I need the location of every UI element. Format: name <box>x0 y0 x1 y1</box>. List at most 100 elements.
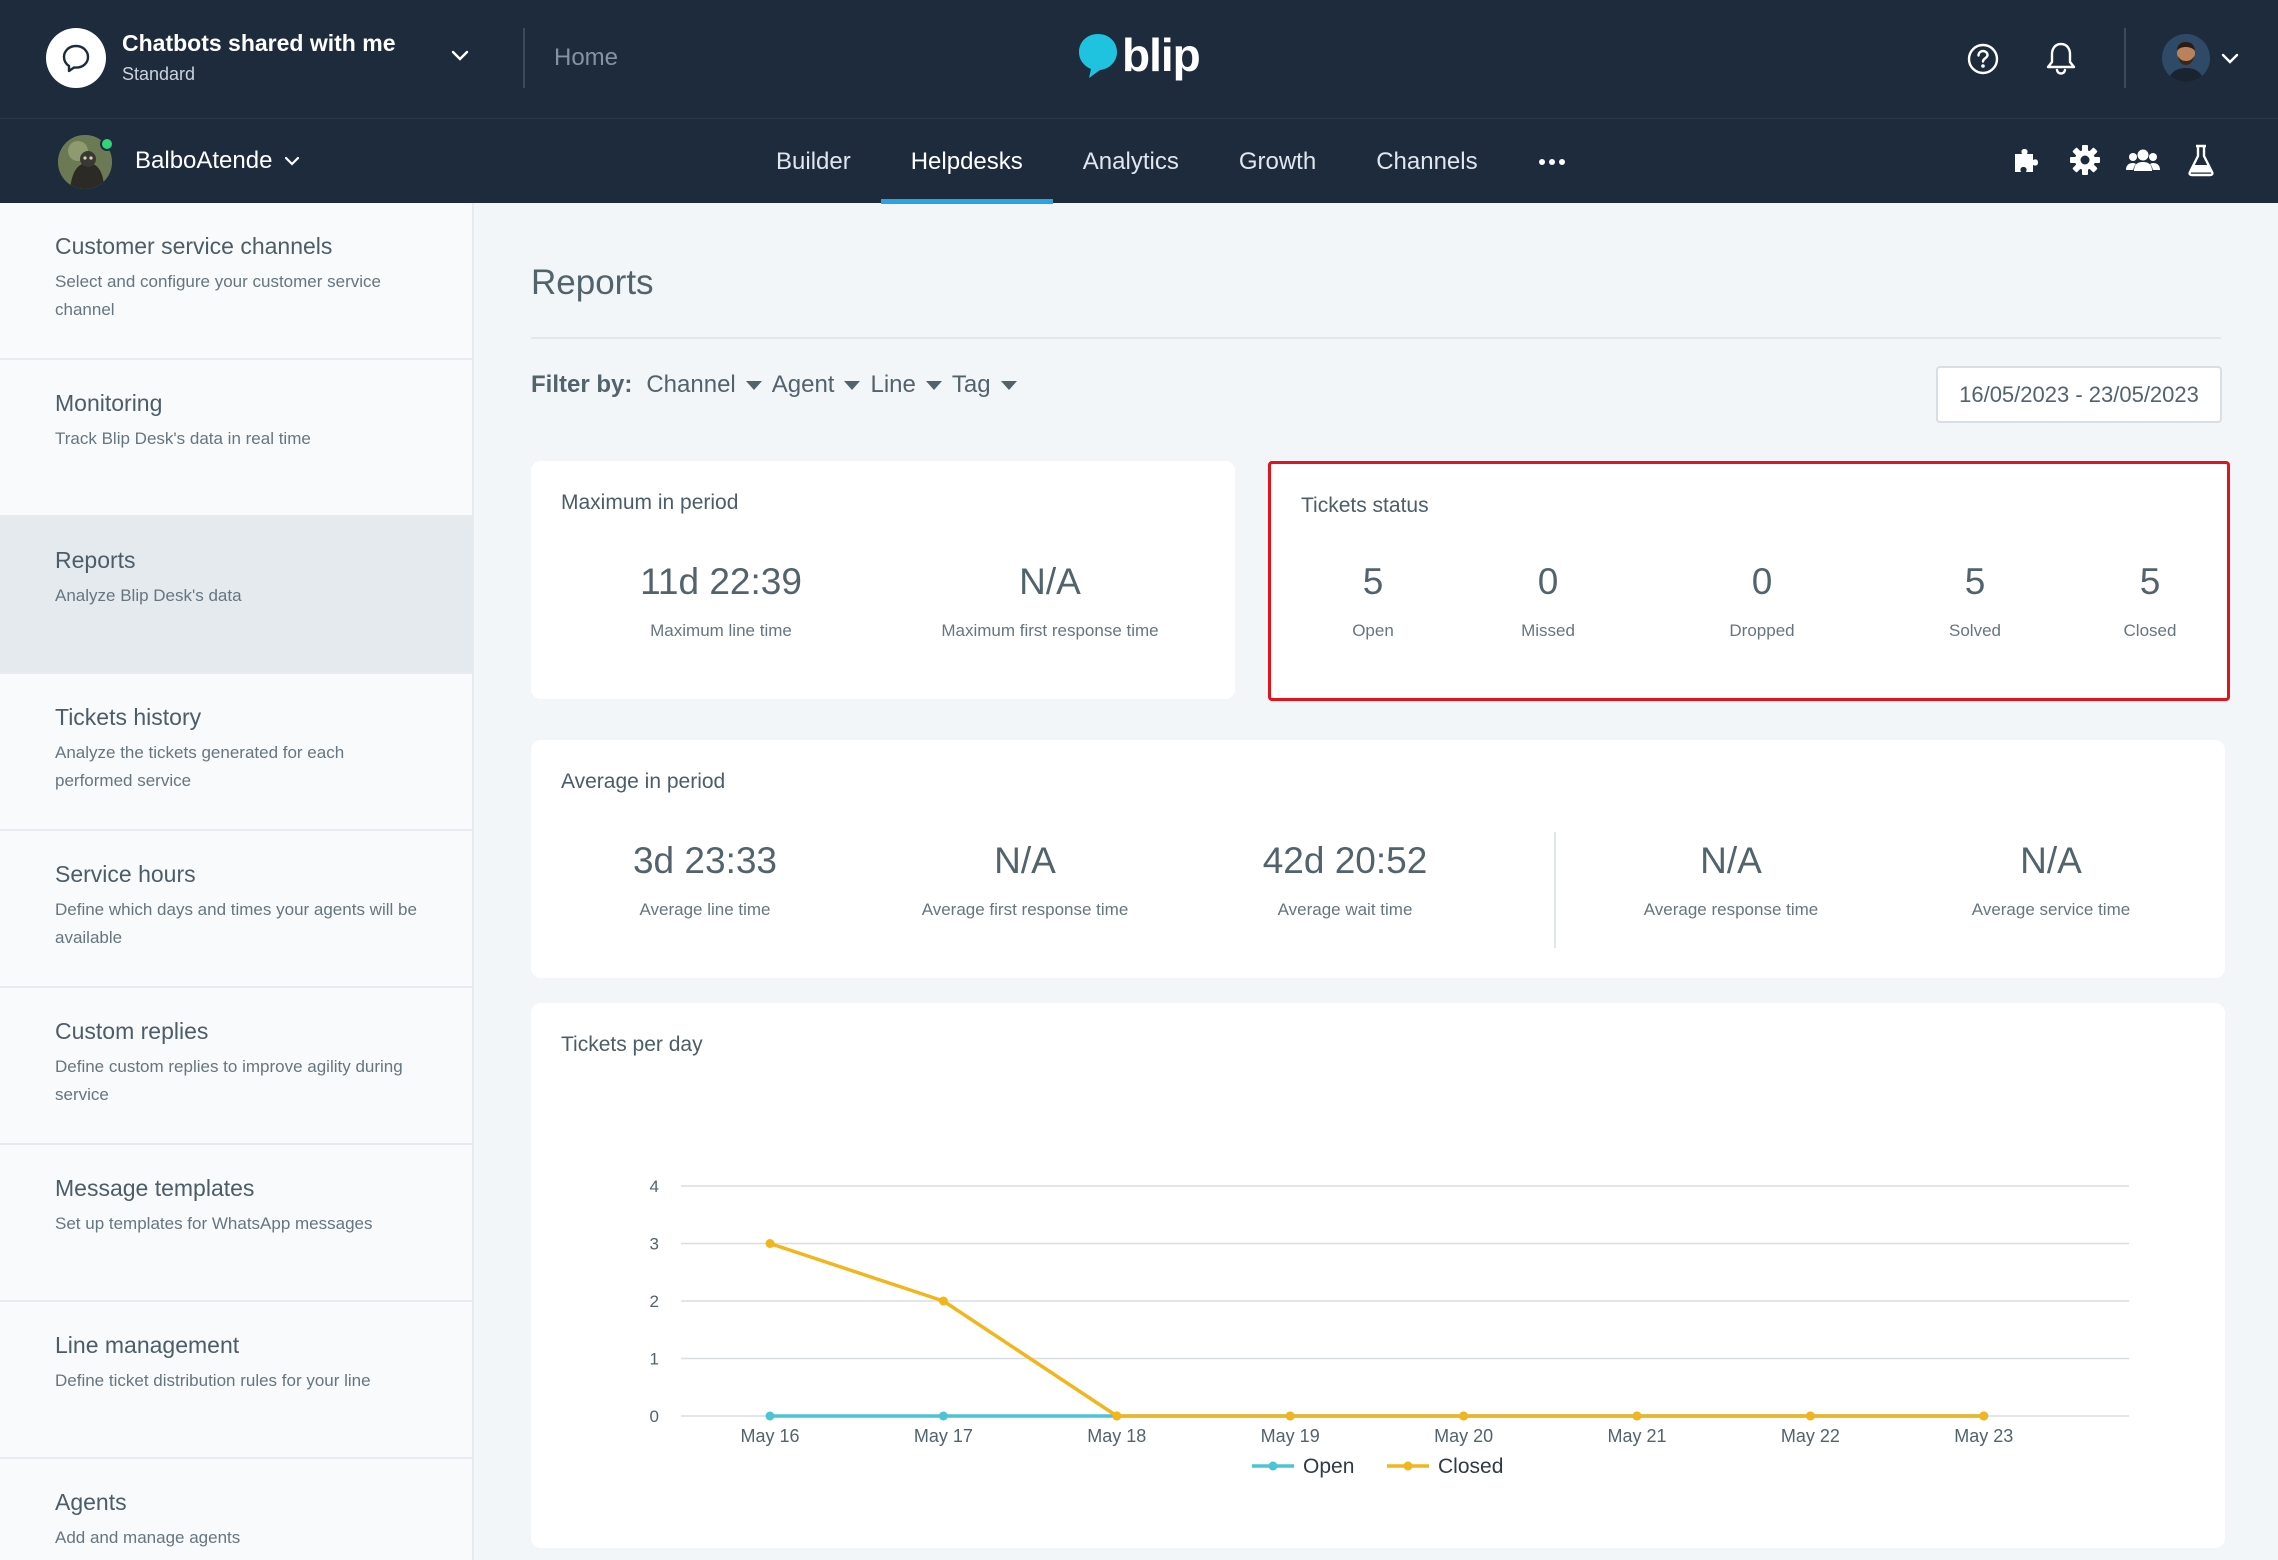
filter-channel-label: Channel <box>646 371 736 398</box>
main-content: Reports Filter by: Channel Agent Line Ta… <box>474 203 2278 1560</box>
user-photo-icon <box>2162 34 2210 82</box>
caret-down-icon <box>1000 380 1017 390</box>
metric-label: Open <box>1352 621 1394 640</box>
x-tick-label: May 16 <box>740 1426 799 1446</box>
sidebar-item-custom-replies[interactable]: Custom replies Define custom replies to … <box>0 988 472 1145</box>
gear-icon[interactable] <box>2068 143 2102 177</box>
metric-open: 5 Open <box>1298 561 1448 641</box>
sidebar-item-desc: Analyze Blip Desk's data <box>55 586 242 605</box>
metric-value: 5 <box>1362 561 1384 602</box>
metric-value: N/A <box>994 840 1056 881</box>
data-point-closed <box>1285 1411 1295 1421</box>
bell-icon[interactable] <box>2044 40 2078 76</box>
data-point-closed <box>1805 1411 1815 1421</box>
caret-down-icon <box>844 380 861 390</box>
x-tick-label: May 19 <box>1261 1426 1320 1446</box>
sidebar-item-title: Customer service channels <box>55 233 333 259</box>
metric-label: Solved <box>1949 621 2001 640</box>
top-bar: Chatbots shared with me Standard Home bl… <box>0 0 2278 118</box>
tickets-status-card: Tickets status 5 Open 0 Missed 0 Dropped… <box>1268 461 2230 701</box>
metric-label: Closed <box>2123 621 2177 640</box>
metric-max-first-response: N/A Maximum first response time <box>900 561 1200 641</box>
help-icon[interactable] <box>1966 42 2000 76</box>
flask-icon[interactable] <box>2184 143 2218 177</box>
legend-label-open: Open <box>1303 1455 1354 1478</box>
metric-value: 5 <box>2139 561 2161 602</box>
sidebar-item-tickets-history[interactable]: Tickets history Analyze the tickets gene… <box>0 674 472 831</box>
sidebar-item-message-templates[interactable]: Message templates Set up templates for W… <box>0 1145 472 1302</box>
metric-avg-line-time: 3d 23:33 Average line time <box>555 840 855 920</box>
tab-channels[interactable]: Channels <box>1376 147 1478 175</box>
sidebar-item-monitoring[interactable]: Monitoring Track Blip Desk's data in rea… <box>0 360 472 517</box>
sidebar-item-customer-service-channels[interactable]: Customer service channels Select and con… <box>0 203 472 360</box>
metric-max-line-time: 11d 22:39 Maximum line time <box>571 561 871 641</box>
tab-analytics[interactable]: Analytics <box>1082 147 1179 175</box>
filter-agent-label: Agent <box>771 371 835 398</box>
card-title: Average in period <box>561 770 726 793</box>
chevron-down-icon[interactable] <box>2220 52 2240 66</box>
filter-agent[interactable]: Agent <box>772 371 861 399</box>
y-tick-label: 1 <box>650 1350 659 1369</box>
filter-bar: Filter by: Channel Agent Line Tag <box>531 371 1027 399</box>
x-tick-label: May 18 <box>1087 1426 1146 1446</box>
tab-helpdesks[interactable]: Helpdesks <box>880 119 1053 204</box>
metric-value: 5 <box>1964 561 1986 602</box>
sidebar-item-desc: Add and manage agents <box>55 1528 241 1547</box>
metric-value: N/A <box>1019 561 1081 602</box>
nav-tool-icons <box>2010 143 2218 177</box>
sidebar-item-service-hours[interactable]: Service hours Define which days and time… <box>0 831 472 988</box>
sidebar-item-line-management[interactable]: Line management Define ticket distributi… <box>0 1302 472 1459</box>
sidebar-item-desc: Analyze the tickets generated for each p… <box>55 743 345 790</box>
org-title[interactable]: Chatbots shared with me <box>122 30 396 56</box>
x-tick-label: May 23 <box>1954 1426 2013 1446</box>
x-tick-label: May 21 <box>1607 1426 1666 1446</box>
sidebar-item-title: Service hours <box>55 861 196 887</box>
tickets-per-day-card: Tickets per day 0 1 2 3 4 May 16 May 17 May 18 M… <box>531 1003 2225 1548</box>
metric-value: 0 <box>1751 561 1773 602</box>
metric-avg-wait-time: 42d 20:52 Average wait time <box>1195 840 1495 920</box>
sidebar-item-title: Custom replies <box>55 1018 209 1044</box>
sidebar-item-agents[interactable]: Agents Add and manage agents <box>0 1459 472 1560</box>
filter-channel[interactable]: Channel <box>646 371 762 399</box>
data-point-closed <box>1112 1411 1122 1421</box>
sidebar-item-title: Message templates <box>55 1175 255 1201</box>
org-logo[interactable] <box>46 28 106 88</box>
sidebar-item-title: Tickets history <box>55 704 202 730</box>
filter-line[interactable]: Line <box>870 371 942 399</box>
puzzle-icon[interactable] <box>2010 143 2044 177</box>
x-tick-label: May 20 <box>1434 1426 1493 1446</box>
user-avatar[interactable] <box>2162 34 2210 82</box>
tickets-per-day-chart: 0 1 2 3 4 May 16 May 17 May 18 May 19 May 20 May 2… <box>650 1177 2129 1478</box>
bot-name[interactable]: BalboAtende <box>135 147 273 174</box>
org-plan: Standard <box>122 64 196 84</box>
filter-tag[interactable]: Tag <box>952 371 1017 399</box>
metric-label: Average first response time <box>921 900 1129 919</box>
chevron-down-icon[interactable] <box>448 44 472 68</box>
page-title: Reports <box>531 263 654 302</box>
filter-label: Filter by: <box>531 371 633 398</box>
data-point-closed <box>765 1239 775 1248</box>
nav-bar: BalboAtende Builder Helpdesks Analytics … <box>0 118 2278 204</box>
sidebar-item-desc: Track Blip Desk's data in real time <box>55 429 311 448</box>
tab-growth[interactable]: Growth <box>1238 147 1317 175</box>
sidebar-item-title: Monitoring <box>55 390 163 416</box>
sidebar-item-title: Agents <box>55 1489 127 1515</box>
divider <box>1554 832 1556 948</box>
data-point-closed <box>938 1296 948 1306</box>
team-icon[interactable] <box>2126 143 2160 177</box>
chevron-down-icon[interactable] <box>283 155 301 169</box>
data-point-open <box>765 1411 775 1421</box>
sidebar-item-reports[interactable]: Reports Analyze Blip Desk's data <box>0 517 472 674</box>
y-tick-label: 3 <box>650 1235 659 1254</box>
home-link[interactable]: Home <box>554 44 619 71</box>
data-point-closed <box>1979 1411 1989 1421</box>
brand-logo[interactable]: blip <box>1076 30 1201 80</box>
metric-label: Average response time <box>1643 900 1819 919</box>
more-icon[interactable] <box>1508 119 1596 204</box>
date-range-picker[interactable]: 16/05/2023 - 23/05/2023 <box>1936 366 2222 423</box>
tab-builder[interactable]: Builder <box>776 147 851 175</box>
chart-title: Tickets per day <box>561 1033 703 1056</box>
card-title: Tickets status <box>1301 494 1429 517</box>
sidebar-item-desc: Define ticket distribution rules for you… <box>55 1371 371 1390</box>
sidebar-item-desc: Define custom replies to improve agility… <box>55 1057 403 1104</box>
